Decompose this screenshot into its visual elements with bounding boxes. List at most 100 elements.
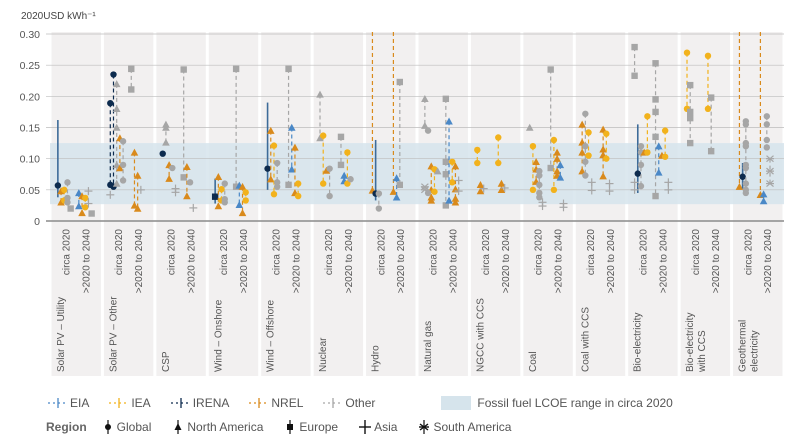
circle-marker bbox=[661, 153, 669, 160]
series-iea-62 bbox=[431, 166, 438, 195]
series-iea-83 bbox=[550, 136, 558, 194]
circle-marker bbox=[107, 99, 114, 107]
square-marker bbox=[232, 65, 240, 73]
triangle-marker bbox=[421, 121, 429, 129]
plus-marker bbox=[171, 188, 180, 197]
triangle-marker bbox=[75, 189, 83, 197]
triangle-marker bbox=[130, 201, 139, 209]
series-other-108 bbox=[707, 94, 715, 155]
circle-marker bbox=[763, 113, 771, 120]
period-label: >2020 to 2040 bbox=[501, 229, 512, 294]
series-iea-71 bbox=[474, 146, 481, 167]
triangle-marker bbox=[130, 148, 139, 156]
series-other-41 bbox=[285, 65, 292, 189]
series-other-86 bbox=[559, 199, 568, 212]
legend-sources: EIA IEA IRENA NREL Other Fossil fuel LCO… bbox=[46, 396, 691, 410]
triangle-marker bbox=[116, 164, 124, 172]
circle-marker bbox=[582, 172, 589, 179]
circle-marker bbox=[644, 149, 651, 156]
category-label: Wind – Onshore bbox=[213, 299, 224, 372]
period-label: circa 2020 bbox=[638, 229, 649, 276]
series-other-100 bbox=[652, 60, 659, 200]
triangle-marker bbox=[214, 202, 223, 210]
series-other-73 bbox=[479, 184, 488, 193]
series-iea-89 bbox=[585, 129, 592, 159]
triangle-marker bbox=[78, 209, 86, 217]
triangle-marker bbox=[287, 165, 296, 173]
square-marker bbox=[652, 60, 659, 67]
series-iea-46 bbox=[320, 132, 327, 187]
triangle-marker bbox=[599, 172, 607, 180]
triangle-marker bbox=[57, 198, 65, 206]
category-label: Natural gas bbox=[423, 321, 434, 372]
category-label: CSP bbox=[161, 351, 172, 372]
period-label: >2020 to 2040 bbox=[82, 229, 93, 294]
triangle-marker bbox=[112, 179, 121, 187]
square-marker bbox=[396, 78, 404, 86]
triangle-marker bbox=[654, 168, 663, 176]
category-label: Coal bbox=[528, 351, 539, 372]
series-other-59 bbox=[421, 95, 429, 129]
circle-marker bbox=[119, 161, 127, 169]
star-marker bbox=[420, 183, 429, 191]
period-label: >2020 to 2040 bbox=[344, 229, 355, 294]
square-marker bbox=[652, 192, 659, 200]
period-label: >2020 to 2040 bbox=[449, 229, 460, 294]
square-marker bbox=[687, 139, 694, 147]
category-label: Coal with CCS bbox=[580, 307, 591, 372]
series-irena-29 bbox=[211, 178, 219, 204]
circle-marker bbox=[585, 152, 592, 159]
series-other-104 bbox=[664, 178, 673, 194]
circle-marker bbox=[550, 186, 558, 194]
legend-region-title: Region bbox=[46, 420, 87, 434]
square-marker-icon bbox=[287, 420, 294, 434]
fossil-band-swatch bbox=[441, 396, 472, 410]
circle-marker bbox=[704, 52, 712, 60]
circle-marker bbox=[320, 180, 327, 187]
legend-label-other: Other bbox=[345, 396, 376, 410]
triangle-marker bbox=[389, 187, 398, 195]
series-eia-101 bbox=[654, 142, 663, 176]
series-nrel-30 bbox=[214, 172, 223, 210]
triangle-marker bbox=[291, 143, 299, 151]
series-other-32 bbox=[221, 180, 228, 206]
square-marker bbox=[687, 114, 694, 122]
circle-marker bbox=[603, 130, 610, 137]
circle-marker bbox=[431, 188, 438, 195]
series-other-33 bbox=[232, 65, 240, 190]
triangle-marker bbox=[553, 148, 561, 156]
legend-label-south-america: South America bbox=[433, 420, 512, 434]
square-marker bbox=[211, 193, 219, 200]
circle-marker bbox=[186, 179, 194, 186]
triangle-marker bbox=[553, 167, 561, 175]
series-other-25 bbox=[180, 66, 187, 181]
legend-label-north-america: North America bbox=[187, 420, 264, 434]
triangle-marker bbox=[451, 162, 460, 170]
category-label: Geothermal bbox=[738, 320, 749, 372]
circle-marker bbox=[169, 164, 176, 172]
series-other-65 bbox=[424, 189, 432, 197]
triangle-marker bbox=[266, 126, 275, 134]
legend-label-nrel: NREL bbox=[271, 396, 304, 410]
circle-marker bbox=[474, 146, 481, 154]
series-nrel-17 bbox=[130, 148, 139, 209]
series-other-23 bbox=[169, 164, 176, 172]
triangle-marker bbox=[214, 172, 223, 180]
iea-line-icon bbox=[109, 398, 130, 408]
square-marker bbox=[285, 65, 292, 73]
triangle-marker bbox=[578, 120, 586, 128]
circle-marker bbox=[742, 121, 750, 128]
circle-marker bbox=[326, 192, 333, 200]
square-marker bbox=[285, 181, 292, 189]
circle-marker bbox=[242, 189, 249, 196]
series-iea-2 bbox=[61, 186, 68, 204]
triangle-marker bbox=[759, 197, 768, 205]
series-irena-95 bbox=[634, 124, 641, 193]
series-other-81 bbox=[538, 198, 547, 211]
square-marker bbox=[631, 72, 638, 79]
square-marker bbox=[442, 202, 450, 209]
triangle-marker bbox=[316, 134, 324, 142]
square-marker bbox=[337, 161, 345, 169]
y-tick-label: 0.05 bbox=[20, 185, 41, 197]
triangle-marker bbox=[183, 192, 191, 200]
